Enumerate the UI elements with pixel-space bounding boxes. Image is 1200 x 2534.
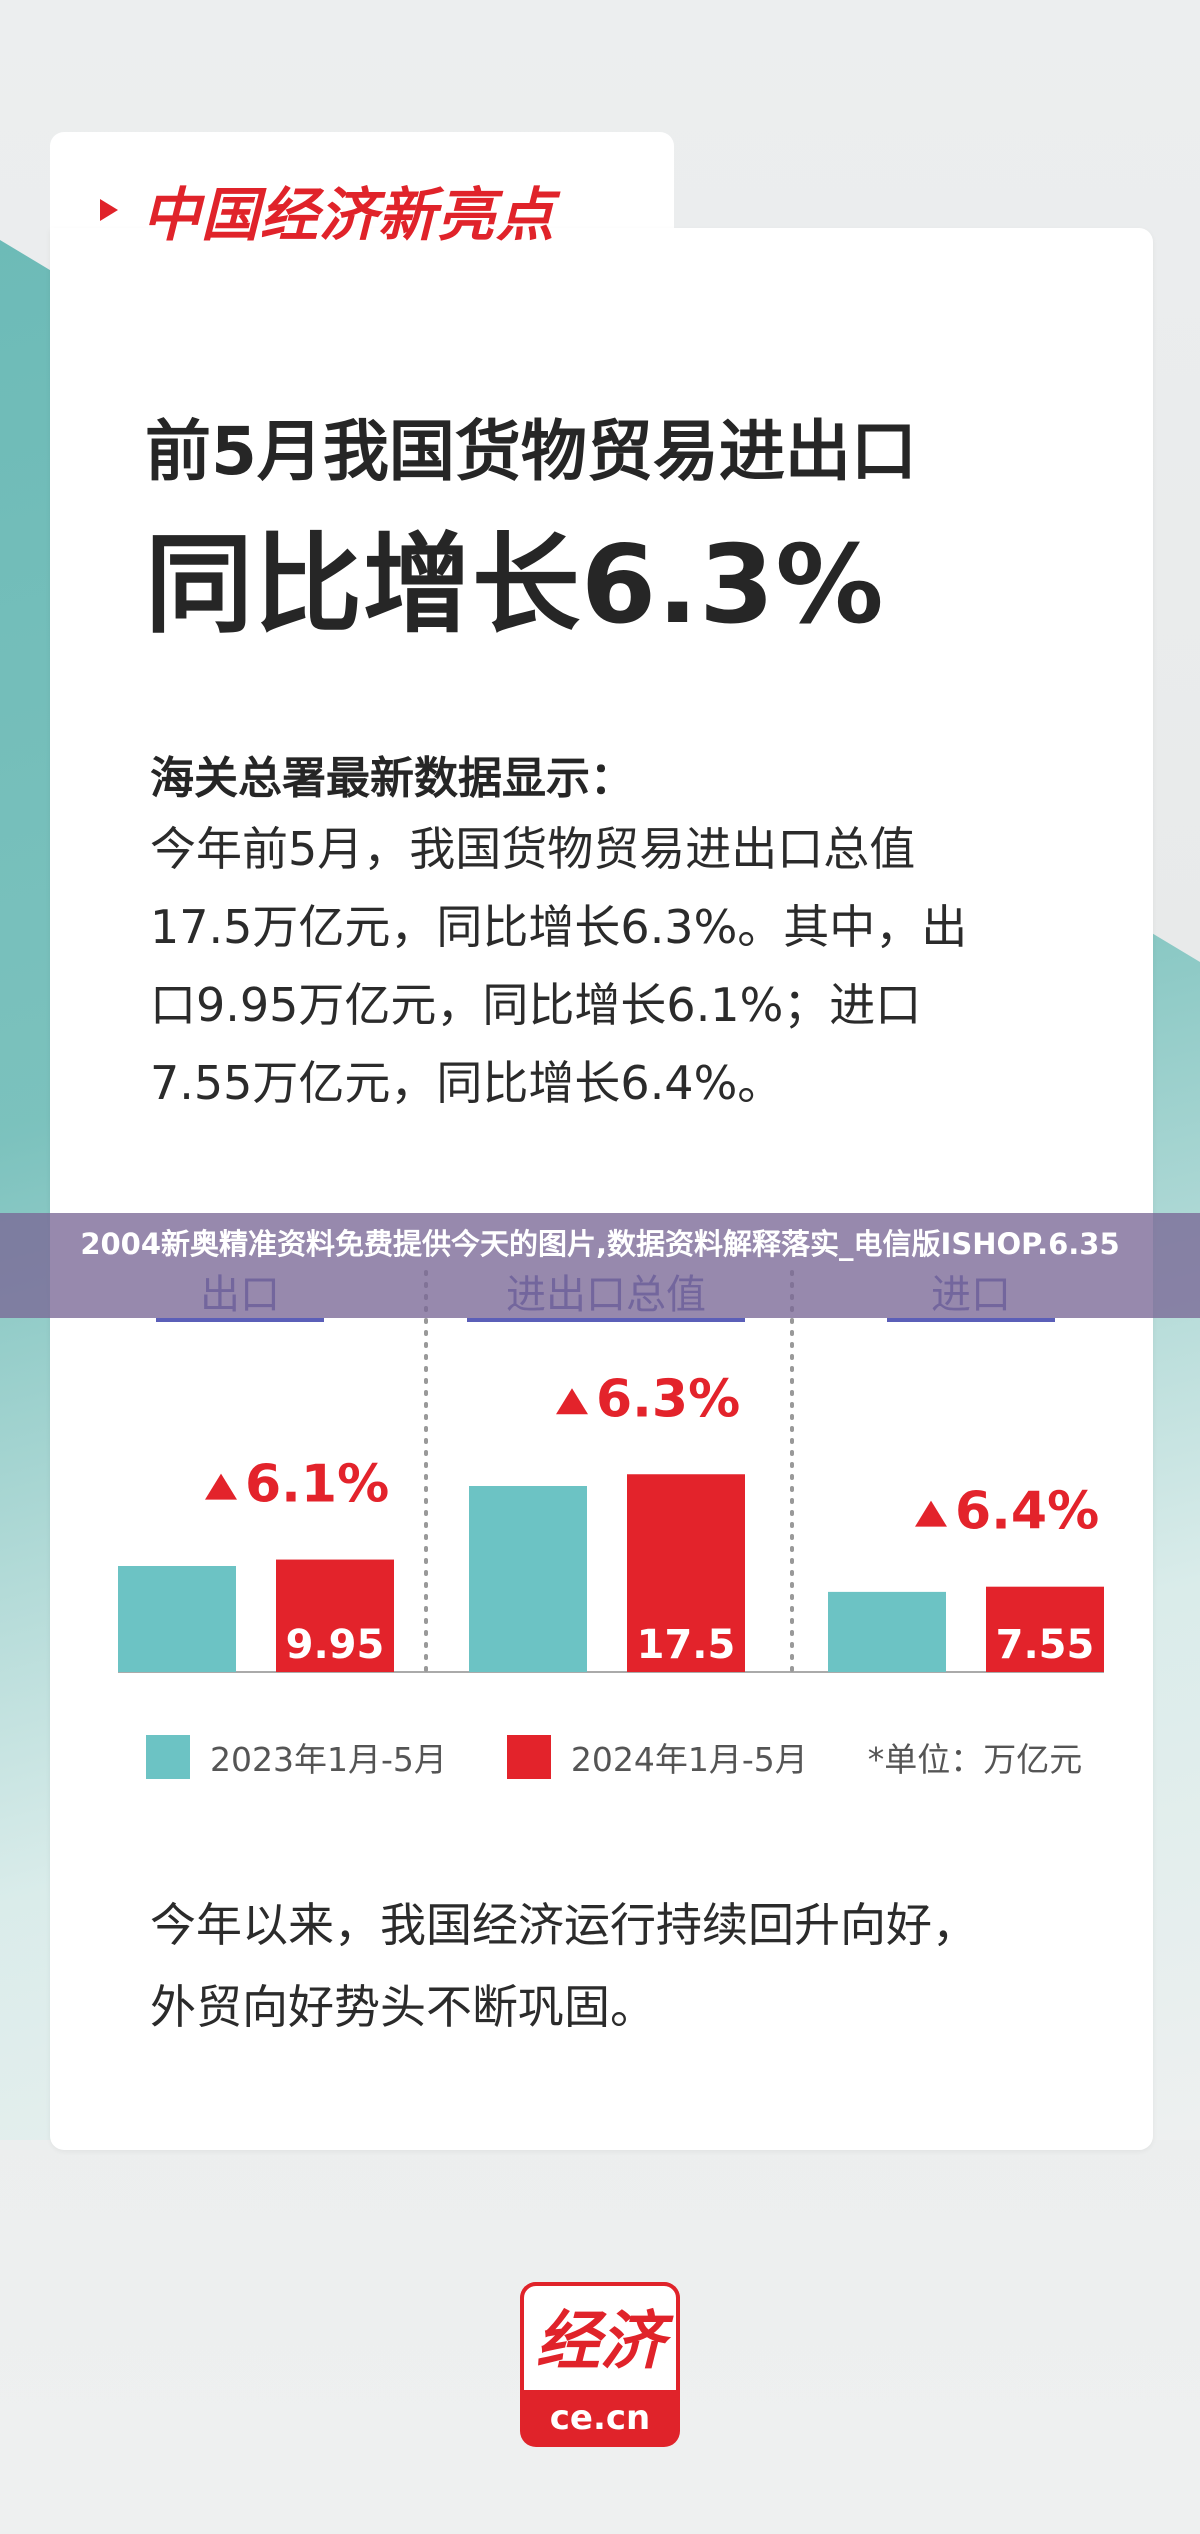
bar-2024 (986, 1586, 1104, 1672)
body-subhead: 海关总署最新数据显示： (150, 753, 634, 804)
bar-value-label: 17.5 (637, 1622, 736, 1668)
category-underline (156, 1318, 324, 1322)
category-underline (467, 1318, 745, 1322)
logo-glyphs: 经济 (536, 2304, 664, 2379)
bar-2023 (828, 1591, 946, 1672)
bar-value-label: 7.55 (996, 1622, 1095, 1668)
logo-top (520, 2282, 680, 2394)
legend-item: 2024年1月-5月 (506, 1733, 808, 1781)
growth-label: 6.1% (245, 1455, 389, 1515)
closing-line: 外贸向好势头不断巩固。 (150, 1980, 656, 2034)
bar-2023 (118, 1566, 236, 1672)
overlay-text: 2004新奥精准资料免费提供今天的图片,数据资料解释落实_电信版ISHOP.6.… (80, 1227, 1120, 1261)
body-line: 7.55万亿元，同比增长6.4%。 (150, 1056, 784, 1110)
ce-logo: 经济 ce.cn (520, 2282, 680, 2447)
brand-title: 中国经济新亮点 (142, 181, 556, 249)
closing-paragraph: 今年以来，我国经济运行持续回升向好， 外贸向好势头不断巩固。 (150, 1884, 1070, 2048)
legend-swatch (506, 1735, 551, 1779)
brand-header: 中国经济新亮点 (100, 168, 555, 252)
legend-label: 2023年1月-5月 (210, 1740, 447, 1779)
body-line: 今年前5月，我国货物贸易进出口总值 (150, 822, 916, 876)
logo-domain: ce.cn (549, 2398, 651, 2438)
closing-line: 今年以来，我国经济运行持续回升向好， (150, 1898, 978, 1952)
headline-line-1: 前5月我国货物贸易进出口 (145, 413, 917, 490)
up-triangle-icon (556, 1388, 588, 1415)
legend-label: 2024年1月-5月 (570, 1740, 808, 1779)
legend-item: 2023年1月-5月 (146, 1733, 447, 1781)
bar-value-label: 9.95 (286, 1622, 385, 1668)
bar-2023 (469, 1486, 587, 1672)
body-line: 17.5万亿元，同比增长6.3%。其中，出 (150, 900, 968, 954)
body-line: 口9.95万亿元，同比增长6.1%；进口 (150, 978, 922, 1032)
bar-2024 (276, 1559, 394, 1672)
chart-legend: 2023年1月-5月 2024年1月-5月 *单位：万亿元 (146, 1733, 1082, 1781)
unit-note: *单位：万亿元 (867, 1740, 1083, 1779)
growth-label: 6.4% (955, 1482, 1099, 1542)
growth-label: 6.3% (596, 1369, 740, 1429)
headline-line-2: 同比增长6.3% (145, 523, 885, 648)
legend-swatch (146, 1735, 190, 1779)
bar-2024 (627, 1474, 745, 1672)
overlay-banner (0, 1213, 1200, 1318)
up-triangle-icon (205, 1473, 237, 1500)
category-underline (887, 1318, 1055, 1322)
triangle-icon (100, 199, 118, 221)
body-paragraph: 今年前5月，我国货物贸易进出口总值 17.5万亿元，同比增长6.3%。其中，出 … (150, 810, 1070, 1122)
content-card (50, 228, 1153, 2150)
up-triangle-icon (915, 1500, 947, 1527)
